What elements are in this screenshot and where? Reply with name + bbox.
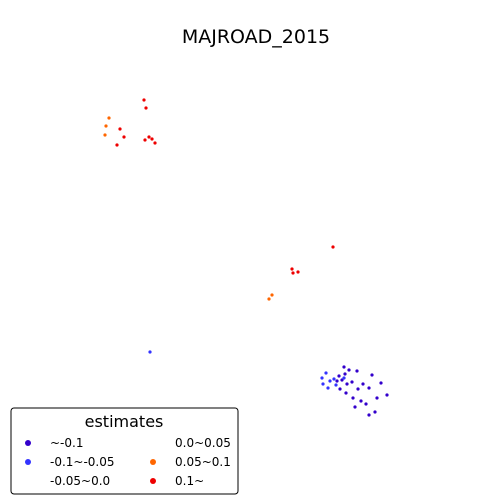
legend-label: -0.1~-0.05: [50, 455, 115, 469]
legend-marker: [25, 478, 31, 484]
chart-title: MAJROAD_2015: [182, 26, 330, 48]
data-point: [335, 379, 338, 382]
legend-marker: [150, 440, 156, 446]
data-point: [370, 373, 373, 376]
data-point: [350, 380, 353, 383]
data-point: [104, 124, 107, 127]
data-point: [148, 350, 151, 353]
scatter-points: [103, 98, 388, 416]
data-point: [142, 98, 145, 101]
legend-marker: [150, 459, 156, 465]
data-point: [356, 387, 359, 390]
data-point: [147, 135, 150, 138]
data-point: [122, 135, 125, 138]
data-point: [353, 405, 356, 408]
data-point: [324, 371, 327, 374]
data-point: [103, 133, 106, 136]
legend-title: estimates: [85, 412, 164, 431]
legend-label: ~-0.1: [50, 436, 83, 450]
data-point: [338, 387, 341, 390]
data-point: [359, 399, 362, 402]
legend-marker: [150, 478, 156, 484]
data-point: [328, 379, 331, 382]
legend: estimates ~-0.1 -0.1~-0.05 -0.05~0.0 0.0~0.…: [11, 408, 238, 494]
data-point: [290, 267, 293, 270]
data-point: [153, 141, 156, 144]
data-point: [337, 374, 340, 377]
data-point: [115, 143, 118, 146]
data-point: [351, 396, 354, 399]
data-point: [334, 383, 337, 386]
data-point: [150, 137, 153, 140]
data-point: [118, 127, 121, 130]
data-point: [296, 270, 299, 273]
data-point: [375, 396, 378, 399]
data-point: [320, 376, 323, 379]
data-point: [270, 293, 273, 296]
data-point: [267, 297, 270, 300]
data-point: [107, 116, 110, 119]
data-point: [344, 391, 347, 394]
data-point: [355, 369, 358, 372]
data-point: [367, 386, 370, 389]
data-point: [385, 393, 388, 396]
data-point: [342, 376, 345, 379]
data-point: [332, 377, 335, 380]
data-point: [379, 381, 382, 384]
legend-label: -0.05~0.0: [50, 474, 110, 488]
legend-label: 0.1~: [175, 474, 204, 488]
data-point: [144, 106, 147, 109]
data-point: [321, 382, 324, 385]
data-point: [347, 368, 350, 371]
legend-marker: [25, 459, 31, 465]
data-point: [367, 413, 370, 416]
data-point: [364, 402, 367, 405]
legend-marker: [25, 440, 31, 446]
data-point: [342, 365, 345, 368]
data-point: [331, 245, 334, 248]
data-point: [361, 382, 364, 385]
legend-label: 0.0~0.05: [175, 436, 231, 450]
data-point: [291, 271, 294, 274]
data-point: [343, 372, 346, 375]
legend-label: 0.05~0.1: [175, 455, 231, 469]
data-point: [373, 410, 376, 413]
data-point: [345, 382, 348, 385]
data-point: [326, 386, 329, 389]
data-point: [143, 138, 146, 141]
